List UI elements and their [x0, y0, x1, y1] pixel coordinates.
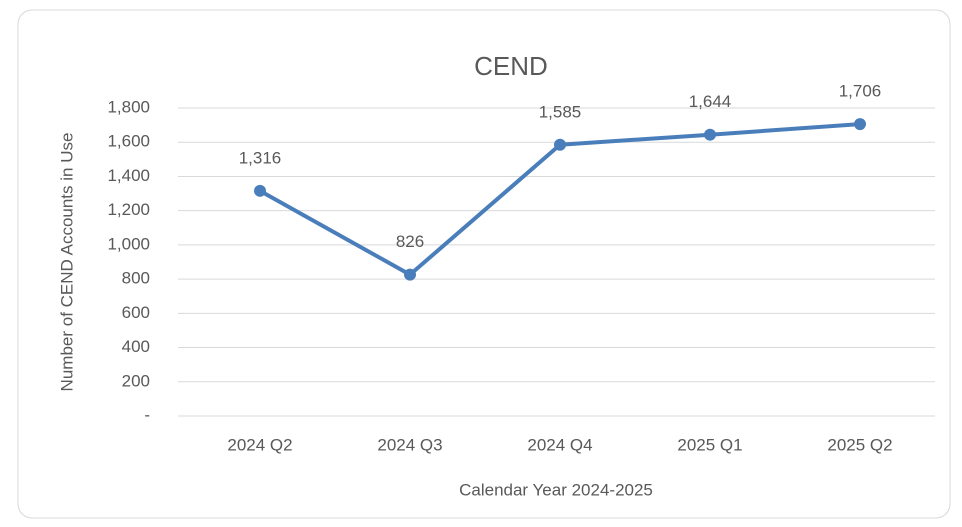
x-tick-label: 2025 Q1 — [677, 435, 742, 454]
y-tick-label: 800 — [122, 269, 150, 288]
y-tick-label: 1,800 — [107, 97, 150, 116]
y-tick-label: 200 — [122, 371, 150, 390]
data-point — [704, 128, 716, 141]
data-point — [254, 184, 266, 197]
x-tick-label: 2024 Q2 — [227, 435, 292, 454]
y-tick-label: - — [144, 405, 150, 424]
x-tick-label: 2024 Q4 — [527, 435, 592, 454]
x-tick-label: 2025 Q2 — [827, 435, 892, 454]
data-label: 1,316 — [239, 148, 282, 167]
y-axis-label: Number of CEND Accounts in Use — [57, 133, 76, 392]
data-point — [854, 118, 866, 131]
x-tick-label: 2024 Q3 — [377, 435, 442, 454]
x-axis-label: Calendar Year 2024-2025 — [459, 480, 653, 499]
data-point — [404, 268, 416, 281]
data-label: 826 — [396, 232, 424, 251]
y-tick-label: 600 — [122, 303, 150, 322]
data-label: 1,644 — [689, 92, 732, 111]
y-tick-label: 1,200 — [107, 200, 150, 219]
y-tick-label: 400 — [122, 337, 150, 356]
chart-border — [17, 9, 951, 519]
chart-title: CEND — [474, 51, 548, 81]
y-tick-label: 1,600 — [107, 132, 150, 151]
data-point — [554, 138, 566, 151]
y-tick-label: 1,000 — [107, 234, 150, 253]
data-label: 1,706 — [839, 82, 882, 101]
data-label: 1,585 — [539, 102, 582, 121]
y-tick-label: 1,400 — [107, 166, 150, 185]
